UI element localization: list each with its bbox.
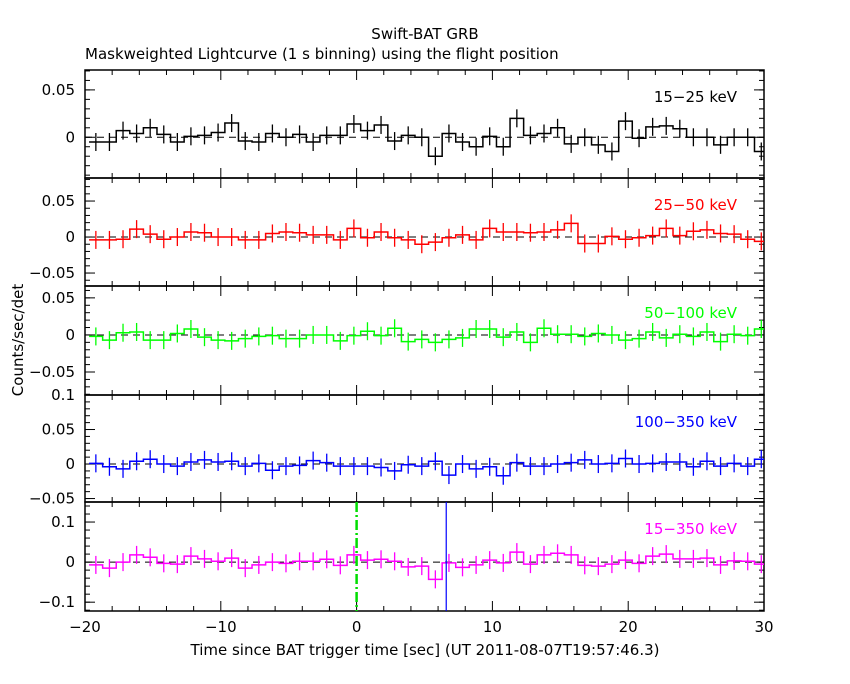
x-tick-label: −10 (205, 618, 237, 636)
band-label: 100−350 keV (635, 413, 738, 431)
lightcurve-step (89, 551, 764, 581)
chart-subtitle: Maskweighted Lightcurve (1 s binning) us… (85, 45, 559, 63)
lightcurve-step (89, 117, 764, 157)
y-tick-label: 0.05 (42, 192, 75, 210)
y-tick-label: 0 (65, 228, 75, 246)
x-tick-label: 20 (619, 618, 638, 636)
y-tick-label: 0.05 (42, 421, 75, 439)
y-tick-label: 0 (65, 553, 75, 571)
y-tick-label: −0.1 (39, 593, 75, 611)
y-tick-label: 0 (65, 128, 75, 146)
y-tick-label: −0.05 (29, 264, 75, 282)
panel-2: 0.05 0 −0.05 50−100 keV (29, 285, 765, 396)
lightcurve-step (89, 327, 764, 344)
lightcurve-step (89, 457, 764, 477)
y-tick-label: 0.1 (51, 513, 75, 531)
panel-3: 0.1 0.05 0 −0.05 100−350 keV (29, 386, 765, 508)
y-tick-label: 0 (65, 455, 75, 473)
y-tick-label: −0.05 (29, 490, 75, 508)
panel-frame (84, 285, 765, 396)
y-tick-label: 0 (65, 326, 75, 344)
x-tick-label: 10 (483, 618, 502, 636)
panel-frame (84, 394, 765, 503)
x-tick-label: 30 (754, 618, 773, 636)
y-tick-label: 0.1 (51, 386, 75, 404)
panel-frame (84, 69, 765, 179)
x-axis-label: Time since BAT trigger time [sec] (UT 20… (190, 641, 660, 659)
panel-frame (84, 501, 765, 612)
chart-title: Swift-BAT GRB (371, 25, 478, 43)
y-tick-label: 0.05 (42, 81, 75, 99)
band-label: 50−100 keV (644, 304, 737, 322)
band-label: 25−50 keV (654, 196, 738, 214)
panel-1: 0.05 0 −0.05 25−50 keV (29, 177, 765, 287)
y-tick-label: −0.05 (29, 363, 75, 381)
x-tick-label: −20 (69, 618, 101, 636)
y-axis-label: Counts/sec/det (9, 284, 27, 397)
panel-0: 0.05 0 15−25 keV (42, 69, 765, 179)
panel-4: 0.1 0 −0.1 15−350 keV −20 −10 0 10 20 30 (39, 501, 774, 636)
y-tick-label: 0.05 (42, 289, 75, 307)
band-label: 15−350 keV (644, 520, 737, 538)
x-tick-label: 0 (352, 618, 362, 636)
band-label: 15−25 keV (654, 88, 738, 106)
